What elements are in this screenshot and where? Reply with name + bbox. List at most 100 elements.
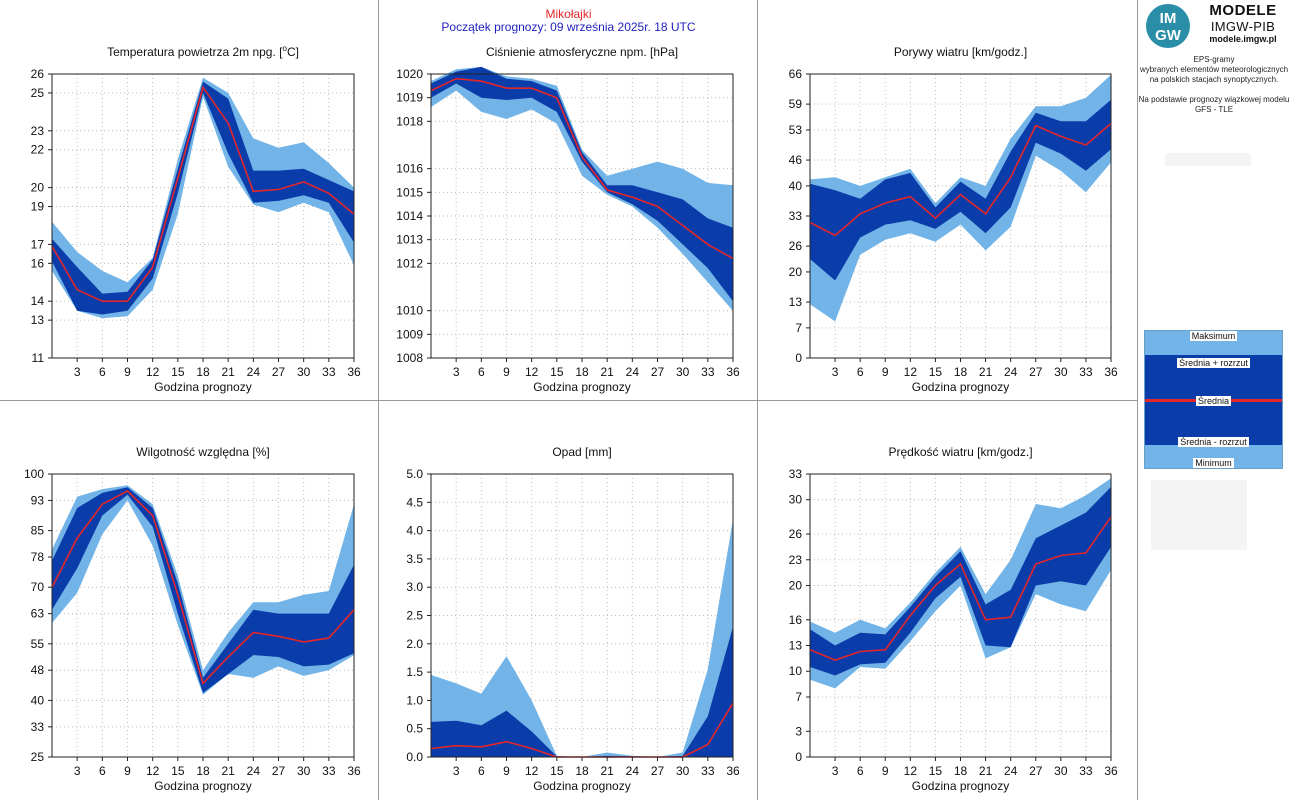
ytick-label-10: 66 <box>789 67 803 81</box>
xtick-label-10: 33 <box>701 764 715 778</box>
ytick-label-0: 11 <box>32 351 45 365</box>
chart-precipitation: Opad [mm] 0.0 0.5 1.0 1.5 2.0 2.5 3.0 3.5 4.0 4.5 5… <box>406 445 740 793</box>
panel-humidity: Wilgotność względna [%] 25 33 40 48 55 63 70 78 8… <box>0 401 378 800</box>
xtick-label-7: 24 <box>247 365 261 379</box>
xtick-label-1: 6 <box>857 365 864 379</box>
separator-vertical-3 <box>1137 0 1138 800</box>
ytick-label-2: 13 <box>789 295 803 309</box>
xtick-label-11: 36 <box>726 365 740 379</box>
x-axis-label: Godzina prognozy <box>533 779 630 793</box>
legend-mean-label: Średnia <box>1195 396 1232 406</box>
xtick-label-8: 27 <box>651 764 665 778</box>
xtick-label-9: 30 <box>1054 764 1068 778</box>
legend-mean-plus-label: Średnia + rozrzut <box>1177 358 1250 368</box>
ytick-label-0: 0 <box>795 750 802 764</box>
ytick-label-0: 1008 <box>396 351 423 365</box>
xtick-label-0: 3 <box>453 764 460 778</box>
xtick-label-7: 24 <box>626 764 640 778</box>
xtick-label-11: 36 <box>1104 365 1118 379</box>
ytick-label-1: 7 <box>795 321 802 335</box>
chart-title: Ciśnienie atmosferyczne npm. [hPa] <box>486 45 678 59</box>
ytick-label-3: 16 <box>31 256 45 270</box>
xtick-label-6: 21 <box>221 764 235 778</box>
xtick-label-11: 36 <box>347 365 361 379</box>
ytick-label-8: 23 <box>31 124 45 138</box>
chart-wind-speed: Prędkość wiatru [km/godz.] 0 3 7 10 13 16 20 23 2… <box>789 445 1118 793</box>
logo-wordmark: MODELE IMGW-PIB modele.imgw.pl <box>1198 2 1288 44</box>
info-line3: na polskich stacjach synoptycznych. <box>1149 75 1279 84</box>
ytick-label-1: 3 <box>795 724 802 738</box>
ytick-label-9: 1019 <box>396 91 423 105</box>
ytick-label-8: 53 <box>789 123 803 137</box>
ytick-label-4: 26 <box>789 239 803 253</box>
xtick-label-6: 21 <box>600 365 614 379</box>
band-spread <box>810 486 1111 676</box>
station-name: Mikołajki <box>545 7 592 21</box>
ytick-label-1: 0.5 <box>406 722 423 736</box>
ytick-label-6: 3.0 <box>406 580 423 594</box>
chart-title: Porywy wiatru [km/godz.] <box>894 45 1027 59</box>
ytick-label-10: 1020 <box>396 67 423 81</box>
ytick-label-3: 20 <box>789 265 803 279</box>
xtick-label-2: 9 <box>124 365 131 379</box>
separator-horizontal <box>0 400 1137 401</box>
legend-mean-minus-label: Średnia - rozrzut <box>1178 437 1249 447</box>
xtick-label-10: 33 <box>322 365 336 379</box>
logo-circle-top: IM <box>1159 10 1177 27</box>
mean-line <box>809 516 1112 661</box>
band-legend: Maksimum Średnia + rozrzut Średnia Średn… <box>1144 330 1283 469</box>
chart-title-main: Ciśnienie atmosferyczne npm. [hPa] <box>486 45 678 59</box>
ytick-label-6: 70 <box>31 580 45 594</box>
logo-line3: modele.imgw.pl <box>1209 34 1277 44</box>
xtick-label-3: 12 <box>146 365 160 379</box>
ytick-label-8: 85 <box>31 524 45 538</box>
xtick-label-5: 18 <box>575 365 589 379</box>
forecast-start: Początek prognozy: 09 września 2025r. 18… <box>441 20 696 34</box>
xtick-label-7: 24 <box>247 764 261 778</box>
ytick-label-7: 22 <box>31 143 45 157</box>
ytick-label-6: 1015 <box>396 185 423 199</box>
xtick-label-0: 3 <box>453 365 460 379</box>
xtick-label-9: 30 <box>297 365 311 379</box>
xtick-label-6: 21 <box>979 365 993 379</box>
mean-line <box>430 77 734 260</box>
chart-temperature: Temperatura powietrza 2m npg. [oC] 11 13 14… <box>31 44 361 394</box>
xtick-label-5: 18 <box>954 764 968 778</box>
ytick-label-8: 1018 <box>396 114 423 128</box>
xtick-label-5: 18 <box>954 365 968 379</box>
xtick-label-1: 6 <box>478 365 485 379</box>
legend-max-label: Maksimum <box>1189 331 1238 341</box>
logo-circle-bottom: GW <box>1155 27 1181 44</box>
ytick-label-4: 55 <box>31 637 45 651</box>
legend-min-label: Minimum <box>1193 458 1234 468</box>
ytick-label-2: 1.0 <box>406 693 423 707</box>
ytick-label-1: 33 <box>31 720 45 734</box>
faint-block-2 <box>1151 480 1247 550</box>
xtick-label-3: 12 <box>904 365 918 379</box>
mean-line <box>809 122 1112 237</box>
ytick-label-4: 17 <box>31 237 45 251</box>
panel-pressure: Ciśnienie atmosferyczne npm. [hPa] 1008 10… <box>379 0 757 400</box>
ytick-label-8: 4.0 <box>406 524 423 538</box>
ytick-label-5: 2.5 <box>406 609 423 623</box>
panel-temperature: Temperatura powietrza 2m npg. [oC] 11 13 14… <box>0 0 378 400</box>
xtick-label-8: 27 <box>1029 365 1043 379</box>
xtick-label-7: 24 <box>1004 365 1018 379</box>
xtick-label-10: 33 <box>1079 365 1093 379</box>
chart-title: Opad [mm] <box>552 445 611 459</box>
ytick-label-2: 14 <box>31 294 45 308</box>
ytick-label-2: 7 <box>795 690 802 704</box>
xtick-label-10: 33 <box>701 365 715 379</box>
chart-title-main: Opad [mm] <box>552 445 611 459</box>
x-axis-label: Godzina prognozy <box>533 380 630 394</box>
xtick-label-11: 36 <box>347 764 361 778</box>
xtick-label-2: 9 <box>503 764 510 778</box>
band-spread <box>810 99 1111 281</box>
chart-pressure: Ciśnienie atmosferyczne npm. [hPa] 1008 10… <box>396 45 740 394</box>
xtick-label-2: 9 <box>503 365 510 379</box>
chart-title-sup: o <box>282 44 287 53</box>
ytick-label-2: 1010 <box>396 304 423 318</box>
ytick-label-4: 2.0 <box>406 637 423 651</box>
xtick-label-2: 9 <box>882 764 889 778</box>
chart-title: Temperatura powietrza 2m npg. [oC] <box>107 44 299 59</box>
